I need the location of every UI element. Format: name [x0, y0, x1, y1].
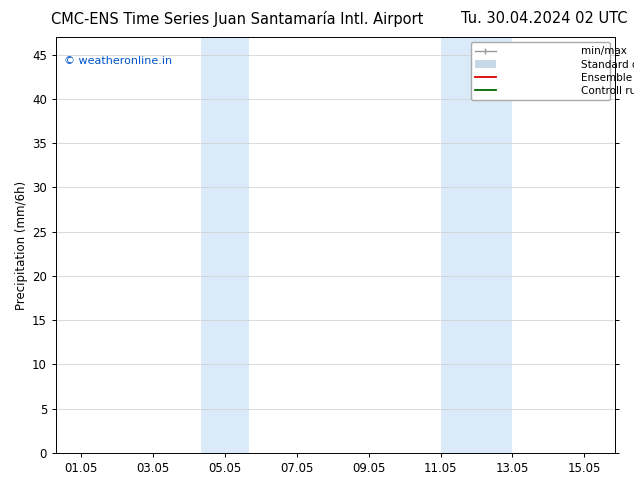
Text: © weatheronline.in: © weatheronline.in — [65, 56, 172, 66]
Text: Tu. 30.04.2024 02 UTC: Tu. 30.04.2024 02 UTC — [461, 11, 628, 26]
Legend: min/max, Standard deviation, Ensemble mean run, Controll run: min/max, Standard deviation, Ensemble me… — [470, 42, 610, 100]
Bar — [441, 37, 512, 453]
Text: CMC-ENS Time Series Juan Santamaría Intl. Airport: CMC-ENS Time Series Juan Santamaría Intl… — [51, 11, 423, 27]
Y-axis label: Precipitation (mm/6h): Precipitation (mm/6h) — [15, 180, 28, 310]
Bar — [201, 37, 249, 453]
